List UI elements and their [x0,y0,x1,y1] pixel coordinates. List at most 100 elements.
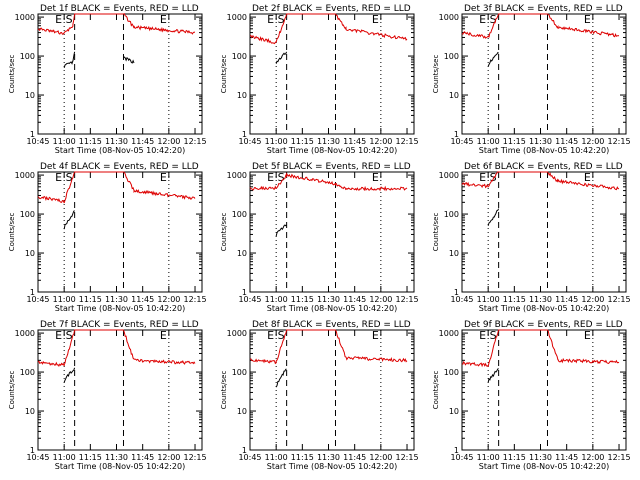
marker-label: S [278,13,285,26]
x-axis-label: Start Time (08-Nov-05 10:42:20) [267,146,397,155]
plot-frame [461,171,627,293]
x-tick-label: 11:30 [317,295,340,304]
y-tick-label: 100 [232,52,247,61]
x-tick-label: 12:15 [183,137,206,146]
x-tick-label: 11:45 [555,295,578,304]
series-events-line [488,209,601,226]
series-lld-line [37,13,196,35]
x-tick-label: 11:15 [503,453,526,462]
marker-label: E [267,329,274,342]
x-axis-label: Start Time (08-Nov-05 10:42:20) [479,146,609,155]
marker-label: E [584,171,591,184]
x-tick-label: 12:15 [183,295,206,304]
x-tick-label: 11:00 [477,295,500,304]
x-tick-label: 12:00 [369,137,392,146]
series-events-line [488,369,601,384]
y-tick-label: 1 [454,288,459,297]
x-tick-label: 11:45 [343,137,366,146]
x-tick-label: 11:00 [477,137,500,146]
marker-label: S [278,171,285,184]
marker-label: S [490,13,497,26]
series-lld-line [249,172,408,192]
y-axis-label: Counts/sec [432,55,440,94]
x-tick-label: 10:45 [450,137,473,146]
marker-label: E [160,329,167,342]
plot-frame [37,13,203,135]
panel-det-3: Det 3f BLACK = Events, RED = LLD 1 10 100 10… [432,4,631,155]
y-tick-label: 1000 [439,13,459,22]
y-tick-label: 1 [242,288,247,297]
series-events-line [64,52,177,68]
y-axis-label: Counts/sec [8,371,16,410]
y-tick-label: 100 [444,368,459,377]
x-tick-label: 11:00 [477,453,500,462]
x-tick-label: 12:00 [157,295,180,304]
x-tick-label: 12:00 [369,295,392,304]
y-axis-label: Counts/sec [220,55,228,94]
chart-title: Det 8f BLACK = Events, RED = LLD [252,320,411,330]
x-tick-label: 12:15 [395,295,418,304]
x-axis-label: Start Time (08-Nov-05 10:42:20) [55,304,185,313]
chart-title: Det 4f BLACK = Events, RED = LLD [40,162,199,172]
marker-label: E [479,13,486,26]
x-tick-label: 10:45 [238,137,261,146]
y-axis-label: Counts/sec [432,371,440,410]
y-tick-label: 100 [444,210,459,219]
panel-det-5: Det 5f BLACK = Events, RED = LLD 1 10 100 10… [220,162,419,313]
y-tick-label: 10 [237,91,247,100]
x-axis-label: Start Time (08-Nov-05 10:42:20) [479,462,609,471]
marker-label: E [267,13,274,26]
x-tick-label: 11:45 [555,453,578,462]
marker-label: S [66,329,73,342]
y-tick-label: 1000 [227,13,247,22]
series-lld-line [461,171,620,191]
marker-label: S [66,13,73,26]
x-tick-label: 11:45 [343,295,366,304]
x-tick-label: 12:00 [581,453,604,462]
marker-label: E [372,171,379,184]
x-tick-label: 11:30 [529,295,552,304]
x-tick-label: 10:45 [26,137,49,146]
marker-label: E [584,329,591,342]
y-tick-label: 1000 [227,171,247,180]
x-tick-label: 10:45 [238,453,261,462]
x-tick-label: 12:15 [607,137,630,146]
x-tick-label: 11:15 [503,137,526,146]
x-tick-label: 12:00 [581,137,604,146]
x-tick-label: 11:15 [291,137,314,146]
x-tick-label: 11:45 [343,453,366,462]
series-lld-line [461,329,620,368]
x-tick-label: 11:30 [105,453,128,462]
x-tick-label: 11:15 [79,453,102,462]
series-lld-line [250,13,408,45]
marker-label: S [490,171,497,184]
x-tick-label: 12:00 [157,137,180,146]
panel-det-9: Det 9f BLACK = Events, RED = LLD 1 10 100 10… [432,320,631,471]
y-tick-label: 10 [449,91,459,100]
y-tick-label: 100 [232,368,247,377]
x-tick-label: 11:30 [529,137,552,146]
y-tick-label: 1000 [439,171,459,180]
y-axis-label: Counts/sec [8,213,16,252]
y-tick-label: 10 [237,407,247,416]
plot-frame [37,171,203,293]
panel-det-2: Det 2f BLACK = Events, RED = LLD 1 10 100 10… [220,4,419,155]
y-tick-label: 100 [20,368,35,377]
x-tick-label: 10:45 [238,295,261,304]
marker-label: S [278,329,285,342]
y-tick-label: 1000 [15,13,35,22]
y-tick-label: 1 [30,446,35,455]
y-tick-label: 1 [454,446,459,455]
x-tick-label: 12:15 [607,295,630,304]
chart-title: Det 2f BLACK = Events, RED = LLD [252,4,411,14]
plot-frame [249,329,415,451]
x-tick-label: 11:00 [265,295,288,304]
y-tick-label: 10 [25,407,35,416]
marker-label: E [160,171,167,184]
panel-det-1: Det 1f BLACK = Events, RED = LLD 1 10 100 10… [8,4,207,155]
series-events-line [276,52,389,64]
chart-title: Det 7f BLACK = Events, RED = LLD [40,320,199,330]
y-axis-label: Counts/sec [432,213,440,252]
y-axis-label: Counts/sec [8,55,16,94]
